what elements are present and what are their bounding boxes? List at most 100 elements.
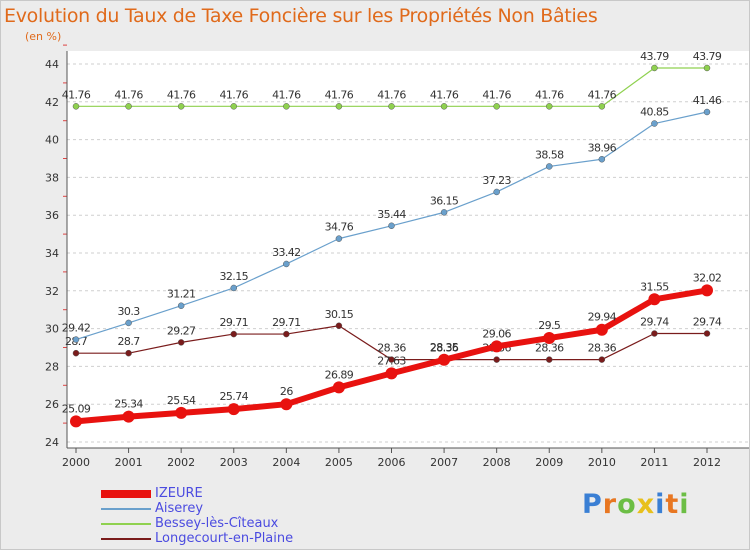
y-tick-label: 32 — [45, 285, 59, 298]
data-point-aiserey — [440, 209, 448, 216]
data-point-longecourt-en-plaine — [493, 356, 500, 363]
data-point-bessey-l-s-c-teaux — [703, 64, 711, 72]
legend-label: Bessey-lès-Cîteaux — [155, 516, 279, 531]
data-label-izeure: 26 — [280, 385, 293, 398]
data-label-longecourt-en-plaine: 29.74 — [640, 316, 669, 329]
data-label-bessey-l-s-c-teaux: 41.76 — [114, 88, 143, 101]
logo-letter: x — [636, 489, 656, 520]
data-point-aiserey — [703, 108, 711, 116]
data-point-aiserey — [335, 235, 343, 242]
x-tick-label: 2000 — [62, 456, 90, 469]
data-label-bessey-l-s-c-teaux: 41.76 — [272, 88, 301, 101]
y-tick-label: 24 — [45, 436, 59, 449]
data-label-bessey-l-s-c-teaux: 41.76 — [325, 88, 354, 101]
x-tick-label: 2010 — [588, 456, 616, 469]
x-tick-label: 2004 — [272, 456, 300, 469]
data-label-bessey-l-s-c-teaux: 41.76 — [220, 88, 249, 101]
data-point-bessey-l-s-c-teaux — [546, 103, 553, 110]
data-label-aiserey: 38.96 — [588, 141, 617, 154]
legend-swatch — [101, 508, 151, 510]
x-tick-label: 2007 — [430, 456, 458, 469]
y-tick-label: 28 — [45, 360, 59, 373]
data-label-longecourt-en-plaine: 29.71 — [220, 316, 249, 329]
logo-letter: i — [655, 489, 666, 520]
data-label-aiserey: 36.15 — [430, 194, 459, 207]
data-point-izeure — [227, 403, 240, 416]
data-label-bessey-l-s-c-teaux: 41.76 — [588, 88, 617, 101]
data-label-aiserey: 31.21 — [167, 288, 196, 301]
data-label-aiserey: 41.46 — [693, 94, 722, 107]
data-point-longecourt-en-plaine — [283, 330, 290, 338]
data-label-izeure: 25.09 — [62, 402, 91, 415]
data-point-izeure — [332, 381, 345, 394]
x-tick-label: 2011 — [640, 456, 668, 469]
data-point-longecourt-en-plaine — [335, 322, 343, 330]
data-point-longecourt-en-plaine — [388, 356, 395, 363]
y-tick-label: 30 — [45, 323, 59, 336]
data-point-izeure — [280, 398, 293, 411]
data-point-bessey-l-s-c-teaux — [230, 103, 237, 110]
plot-area — [67, 51, 749, 448]
data-label-longecourt-en-plaine: 29.27 — [167, 324, 196, 337]
data-label-longecourt-en-plaine: 28.36 — [430, 342, 459, 355]
data-point-longecourt-en-plaine — [546, 356, 553, 363]
data-label-longecourt-en-plaine: 28.36 — [535, 342, 564, 355]
data-point-aiserey — [125, 319, 132, 327]
y-tick-label: 42 — [45, 96, 59, 109]
data-label-aiserey: 37.23 — [482, 174, 511, 187]
data-label-izeure: 25.34 — [114, 398, 143, 411]
data-point-izeure — [438, 353, 451, 366]
data-label-izeure: 29.5 — [538, 319, 561, 332]
data-label-aiserey: 35.44 — [377, 208, 406, 221]
data-point-aiserey — [283, 260, 290, 268]
line-chart: 24 26 28 30 32 34 36 38 40 42 44 2000 2001 2002 2003 20… — [45, 44, 749, 469]
x-tick-label: 2012 — [693, 456, 721, 469]
legend-item: Longecourt-en-Plaine — [101, 531, 361, 546]
data-point-aiserey — [72, 336, 80, 343]
data-point-longecourt-en-plaine — [72, 349, 80, 357]
data-label-longecourt-en-plaine: 28.36 — [588, 342, 617, 355]
data-label-longecourt-en-plaine: 29.74 — [693, 316, 722, 329]
legend-swatch — [101, 523, 151, 525]
data-label-aiserey: 38.58 — [535, 148, 564, 161]
legend-swatch — [101, 538, 151, 540]
data-point-bessey-l-s-c-teaux — [440, 103, 448, 110]
data-label-bessey-l-s-c-teaux: 43.79 — [693, 50, 722, 63]
data-point-bessey-l-s-c-teaux — [493, 103, 500, 110]
data-point-bessey-l-s-c-teaux — [72, 103, 80, 110]
data-point-aiserey — [651, 120, 658, 127]
data-point-izeure — [701, 284, 713, 297]
logo-letter: i — [679, 489, 690, 520]
data-label-izeure: 25.54 — [167, 394, 196, 407]
chart-subtitle: (en %) — [25, 30, 62, 43]
data-point-izeure — [175, 406, 188, 419]
data-label-izeure: 31.55 — [640, 280, 669, 293]
data-point-bessey-l-s-c-teaux — [388, 103, 395, 110]
data-point-bessey-l-s-c-teaux — [335, 103, 343, 110]
data-label-izeure: 28.35 — [430, 341, 459, 354]
data-point-izeure — [70, 415, 82, 428]
data-point-aiserey — [598, 156, 606, 163]
y-tick-label: 34 — [45, 247, 59, 260]
x-tick-label: 2009 — [535, 456, 563, 469]
data-label-izeure: 29.06 — [482, 327, 511, 340]
legend-item: Bessey-lès-Cîteaux — [101, 516, 361, 531]
data-label-aiserey: 33.42 — [272, 246, 301, 259]
y-tick-label: 38 — [45, 171, 59, 184]
logo-letter: o — [617, 489, 637, 520]
data-label-izeure: 27.63 — [377, 354, 406, 367]
data-point-aiserey — [493, 188, 500, 196]
data-label-bessey-l-s-c-teaux: 41.76 — [535, 88, 564, 101]
data-point-aiserey — [388, 222, 395, 230]
data-label-aiserey: 40.85 — [640, 106, 669, 119]
logo-letter: t — [665, 489, 680, 520]
data-point-izeure — [122, 410, 135, 423]
data-point-longecourt-en-plaine — [598, 356, 606, 363]
chart-title: Evolution du Taux de Taxe Foncière sur l… — [4, 5, 598, 27]
data-label-bessey-l-s-c-teaux: 41.76 — [167, 88, 196, 101]
logo-letter: P — [582, 489, 603, 520]
data-label-izeure: 29.94 — [588, 311, 617, 324]
data-point-longecourt-en-plaine — [177, 339, 185, 346]
data-point-aiserey — [230, 284, 237, 292]
